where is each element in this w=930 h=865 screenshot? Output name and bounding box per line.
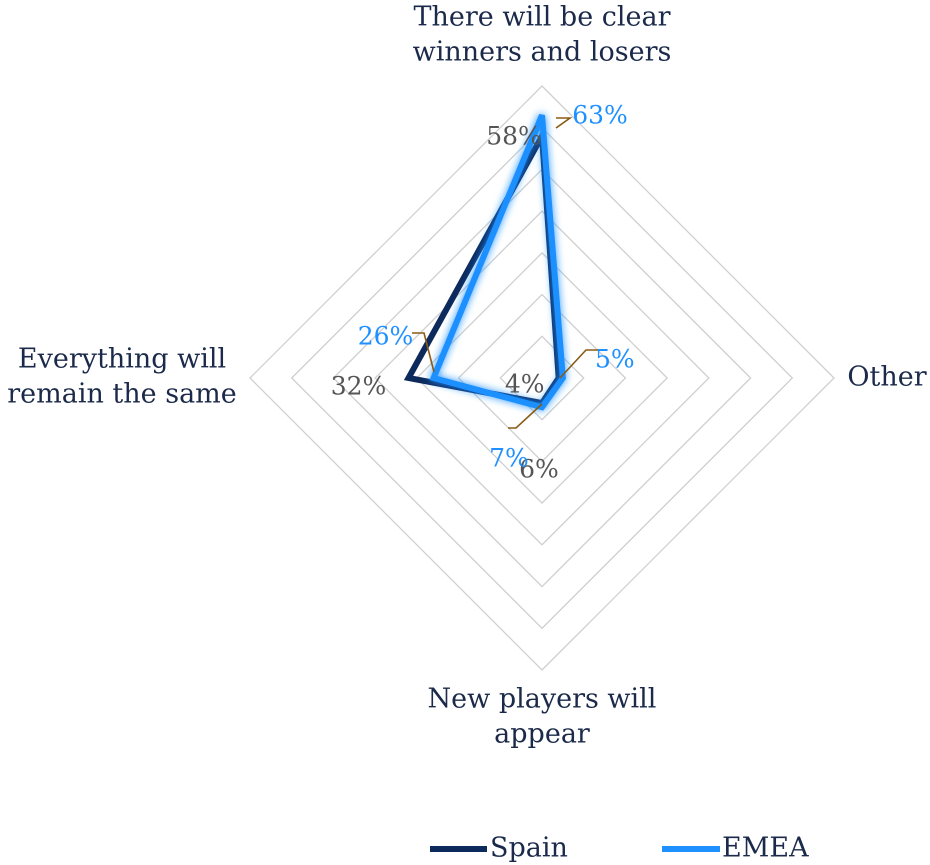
leader-line (559, 349, 598, 379)
value-labels: 58% 4% 6% 32% 63% 5% 7% 26% (331, 101, 635, 484)
axis-label-1: Other (847, 362, 926, 393)
value-label-spain-1: 4% (505, 370, 545, 399)
leader-line (508, 403, 543, 429)
grid-ring (374, 210, 710, 546)
series-line-emea (429, 114, 566, 411)
legend-label-emea: EMEA (722, 833, 809, 864)
axis-label-3: remain the same (7, 379, 237, 410)
axis-label-0: There will be clear (413, 2, 670, 33)
grid-ring (249, 85, 835, 671)
leader-lines (412, 117, 598, 429)
legend-label-spain: Spain (490, 833, 568, 864)
grid-ring (415, 251, 669, 505)
axis-label-2: New players will (428, 684, 657, 715)
grid-ring (290, 126, 794, 630)
legend: Spain EMEA (430, 833, 809, 864)
value-label-emea-2: 7% (489, 444, 529, 473)
value-label-spain-2: 6% (519, 455, 559, 484)
value-label-spain-0: 58% (486, 122, 542, 151)
grid-ring (332, 168, 752, 588)
grid-ring (499, 335, 585, 421)
axis-label-2: appear (494, 719, 590, 750)
value-label-spain-3: 32% (331, 372, 387, 401)
axis-label-3: Everything will (18, 344, 226, 375)
axis-label-0: winners and losers (413, 37, 672, 68)
value-label-emea-0: 63% (572, 101, 628, 130)
value-label-emea-3: 26% (358, 322, 414, 351)
leader-line (555, 117, 573, 129)
axis-labels: There will be clear winners and losers Oth… (7, 2, 926, 750)
leader-line (412, 332, 435, 373)
series-group (403, 114, 566, 411)
value-label-emea-1: 5% (595, 345, 635, 374)
